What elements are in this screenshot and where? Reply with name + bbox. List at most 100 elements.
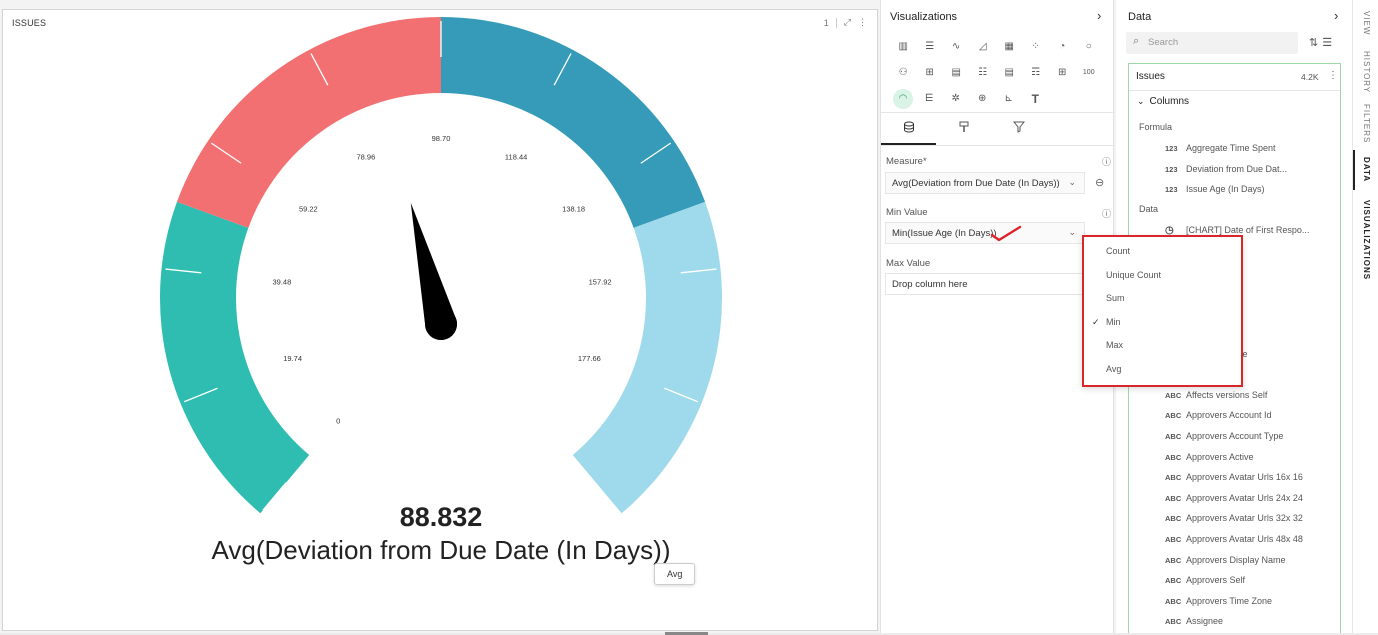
resize-handle[interactable] <box>665 632 708 635</box>
data-title: Data <box>1128 11 1152 23</box>
gauge-band-1 <box>176 17 441 228</box>
data-section-label: Data <box>1139 204 1159 214</box>
visualization-picker: ▥ ☰ ∿ ◿ ▦ ⁘ ◔ ○ ⚇ ⊞ ▤ ☷ ▤ ☶ ⊞ 100 ◠ ⋿ ✲ ⊕ ⊾ T <box>890 34 1110 112</box>
funnel-icon[interactable]: ⋿ <box>924 93 934 104</box>
number-icon[interactable]: 100 <box>1082 69 1095 76</box>
gauge-icon[interactable]: ◠ <box>893 89 913 109</box>
network-icon[interactable]: ✲ <box>951 93 960 104</box>
max-value-dropzone[interactable]: Drop column here <box>885 273 1085 295</box>
dataset-name: Issues <box>1136 71 1165 82</box>
column-item[interactable]: ABC Approvers Active <box>1165 447 1254 462</box>
column-name: Approvers Avatar Urls 16x 16 <box>1186 472 1303 483</box>
horizontal-bar-icon[interactable]: ☰ <box>925 41 935 52</box>
text-icon[interactable]: T <box>1031 92 1039 106</box>
column-type-icon: 123 <box>1165 144 1178 153</box>
column-item[interactable]: ◷ [CHART] Date of First Respo... <box>1165 220 1309 236</box>
expand-icon[interactable]: ⤢ <box>843 17 851 27</box>
area-chart-icon[interactable]: ◿ <box>978 41 987 52</box>
list-icon[interactable]: ▤ <box>1004 67 1014 78</box>
column-item[interactable]: ABC Assignee <box>1165 611 1223 626</box>
column-item[interactable]: 123 Issue Age (In Days) <box>1165 179 1265 195</box>
column-item[interactable]: ABC Approvers Avatar Urls 32x 32 <box>1165 508 1303 524</box>
column-type-icon: ABC <box>1165 390 1182 400</box>
column-type-icon: ABC <box>1165 473 1182 483</box>
dataset-count: 4.2K <box>1301 72 1319 82</box>
bubble-icon[interactable]: ⚇ <box>898 67 908 78</box>
gauge-tick-label-2: 39.48 <box>272 277 291 286</box>
max-value-placeholder: Drop column here <box>892 279 968 290</box>
tab-format[interactable] <box>936 113 991 145</box>
kebab-icon[interactable]: ⋮ <box>858 17 867 27</box>
chevron-right-icon[interactable]: › <box>1334 8 1339 23</box>
tab-data[interactable] <box>881 113 936 145</box>
scatter-icon[interactable]: ⁘ <box>1031 41 1040 52</box>
donut-icon[interactable]: ○ <box>1085 41 1092 52</box>
agg-option-min[interactable]: Min <box>1106 316 1121 327</box>
gauge-tick-label-1: 19.74 <box>283 354 302 363</box>
gauge-needle <box>410 202 457 340</box>
agg-option-sum[interactable]: Sum <box>1106 293 1125 303</box>
pie-icon[interactable]: ◔ <box>1059 41 1066 52</box>
column-item[interactable]: ABC Affects versions Self <box>1165 385 1267 400</box>
max-value-label: Max Value <box>886 258 931 269</box>
agg-option-avg[interactable]: Avg <box>1106 363 1122 374</box>
viz-icon-row: ⚇ ⊞ ▤ ☷ ▤ ☶ ⊞ 100 <box>890 60 1110 86</box>
search-placeholder: Search <box>1148 37 1179 48</box>
gauge-needle-hub <box>425 308 457 340</box>
table-icon[interactable]: ▤ <box>951 67 961 78</box>
bar-chart-icon[interactable]: ▥ <box>898 41 908 52</box>
column-type-icon: ABC <box>1165 555 1182 565</box>
column-type-icon: ABC <box>1165 432 1182 441</box>
column-item[interactable]: ABC Approvers Avatar Urls 48x 48 <box>1165 529 1303 544</box>
search-input[interactable]: ⌕ Search <box>1126 32 1298 54</box>
column-item[interactable]: 123 Deviation from Due Dat... <box>1165 159 1287 174</box>
column-name: Approvers Avatar Urls 32x 32 <box>1186 513 1303 524</box>
chevron-right-icon[interactable]: › <box>1097 8 1102 23</box>
globe-icon[interactable]: ⊕ <box>978 93 987 104</box>
kebab-icon[interactable]: ⋮ <box>1328 70 1338 81</box>
column-name: Approvers Avatar Urls 48x 48 <box>1186 534 1303 544</box>
list-settings-icon[interactable]: ☰ <box>1322 37 1337 49</box>
column-item[interactable]: ABC Approvers Avatar Urls 24x 24 <box>1165 488 1303 503</box>
column-item[interactable]: ABC Approvers Self <box>1165 570 1245 585</box>
column-item[interactable]: ABC Approvers Account Type <box>1165 426 1283 441</box>
tree-table-icon[interactable]: ☷ <box>978 67 988 78</box>
grid-icon[interactable]: ⊞ <box>1058 67 1067 78</box>
grouped-table-icon[interactable]: ☶ <box>1031 67 1041 78</box>
chevron-down-icon[interactable]: ⌄ <box>1068 177 1076 187</box>
column-name: Issue Age (In Days) <box>1186 184 1265 195</box>
side-tab-filters[interactable]: FILTERS <box>1362 104 1371 144</box>
gauge-tick-8 <box>680 268 717 274</box>
agg-option-count[interactable]: Count <box>1106 246 1131 256</box>
column-item[interactable]: ABC Approvers Account Id <box>1165 405 1272 420</box>
line-chart-icon[interactable]: ∿ <box>952 41 961 52</box>
sort-icon[interactable]: ⇅ <box>1309 37 1323 49</box>
side-tab-history[interactable]: HISTORY <box>1362 51 1371 94</box>
column-item[interactable]: ABC Approvers Display Name <box>1165 550 1286 565</box>
side-tab-visualizations[interactable]: VISUALIZATIONS <box>1362 199 1371 281</box>
gauge-tick-4 <box>310 53 329 86</box>
columns-toggle[interactable]: ⌄ Columns <box>1137 96 1189 107</box>
pivot-table-icon[interactable]: ⊞ <box>925 67 934 78</box>
column-item[interactable]: 123 Aggregate Time Spent <box>1165 138 1276 153</box>
side-tab-data[interactable]: DATA <box>1353 150 1378 190</box>
chevron-down-icon: ⌄ <box>1137 96 1145 106</box>
page-indicator: 1 <box>823 17 829 28</box>
measure-value: Avg(Deviation from Due Date (In Days)) <box>892 178 1060 189</box>
column-item[interactable]: ABC Approvers Avatar Urls 16x 16 <box>1165 467 1303 483</box>
gauge-label: Avg(Deviation from Due Date (In Days)) <box>211 535 671 565</box>
check-icon: ✓ <box>1092 316 1100 327</box>
agg-option-max[interactable]: Max <box>1106 340 1124 350</box>
side-tab-view[interactable]: VIEW <box>1362 10 1371 36</box>
column-item[interactable]: ABC Approvers Time Zone <box>1165 591 1272 606</box>
gauge-tick-label-5: 98.70 <box>432 134 451 143</box>
chevron-down-icon[interactable]: ⌄ <box>1068 227 1076 237</box>
waterfall-icon[interactable]: ⊾ <box>1004 93 1013 104</box>
tab-filter[interactable] <box>991 113 1046 145</box>
measure-field[interactable]: Avg(Deviation from Due Date (In Days)) ⌄ <box>885 172 1085 194</box>
min-value-field[interactable]: Min(Issue Age (In Days)) ⌄ <box>885 222 1085 244</box>
agg-option-unique-count[interactable]: Unique Count <box>1106 269 1162 280</box>
remove-measure-icon[interactable]: ⊖ <box>1095 177 1105 189</box>
combo-chart-icon[interactable]: ▦ <box>1004 41 1014 52</box>
